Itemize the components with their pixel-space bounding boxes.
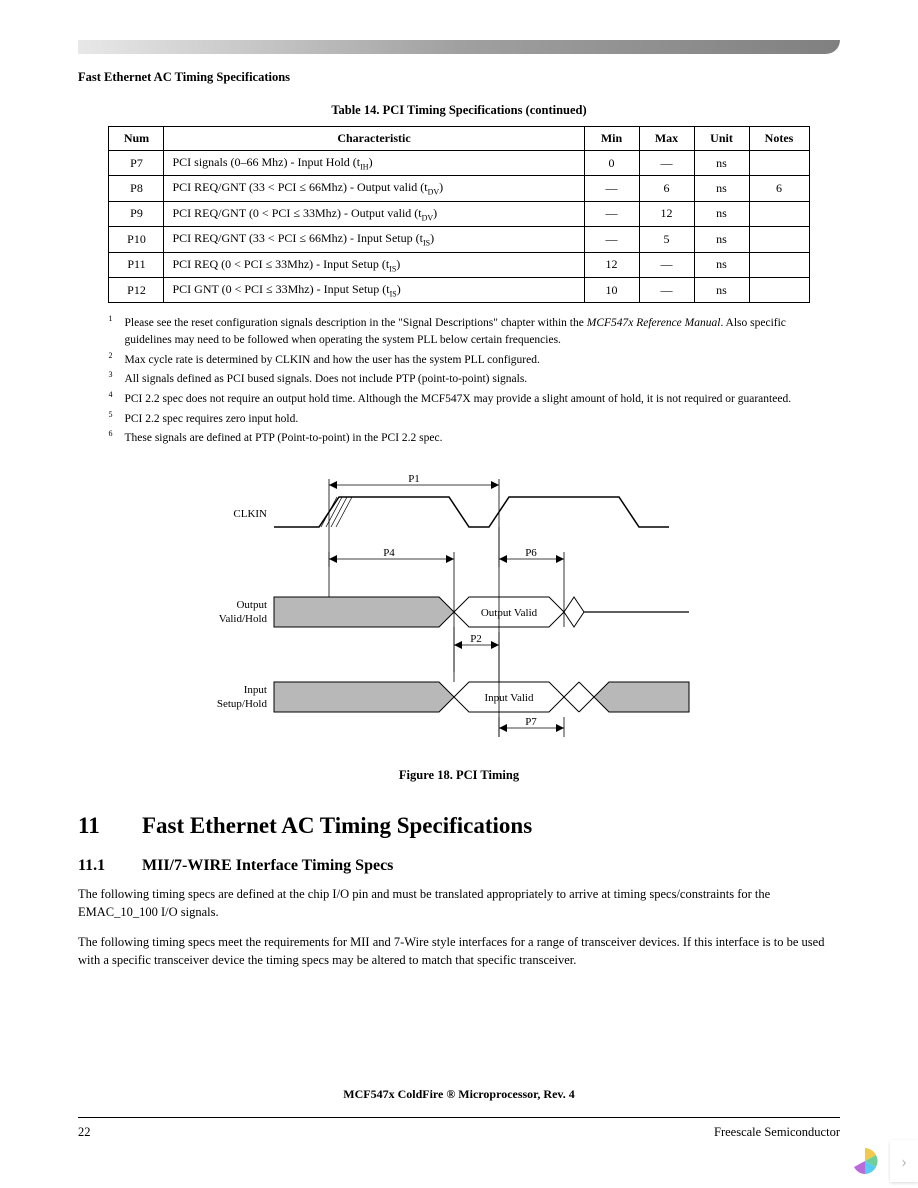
svg-text:CLKIN: CLKIN [233, 508, 267, 520]
cell-min: 10 [584, 277, 639, 302]
viewer-logo-icon [846, 1142, 884, 1180]
cell-notes [749, 227, 809, 252]
svg-text:Setup/Hold: Setup/Hold [217, 698, 268, 710]
cell-num: P7 [109, 151, 164, 176]
subsection-title: MII/7-WIRE Interface Timing Specs [142, 857, 393, 874]
svg-text:Output: Output [236, 599, 267, 611]
cell-num: P12 [109, 277, 164, 302]
cell-max: — [639, 252, 694, 277]
svg-text:P1: P1 [408, 473, 420, 485]
section-number: 11 [78, 813, 142, 839]
cell-max: 6 [639, 176, 694, 201]
col-notes: Notes [749, 127, 809, 151]
cell-characteristic: PCI signals (0–66 Mhz) - Input Hold (tIH… [164, 151, 584, 176]
cell-max: — [639, 277, 694, 302]
cell-num: P10 [109, 227, 164, 252]
vendor-name: Freescale Semiconductor [714, 1125, 840, 1140]
subsection-heading: 11.1MII/7-WIRE Interface Timing Specs [78, 857, 840, 875]
section-heading: 11Fast Ethernet AC Timing Specifications [78, 813, 840, 839]
cell-characteristic: PCI REQ/GNT (33 < PCI ≤ 66Mhz) - Input S… [164, 227, 584, 252]
header-gradient-bar [78, 40, 840, 54]
next-page-button[interactable]: › [890, 1140, 918, 1182]
table-row: P11PCI REQ (0 < PCI ≤ 33Mhz) - Input Set… [109, 252, 809, 277]
table-row: P9PCI REQ/GNT (0 < PCI ≤ 33Mhz) - Output… [109, 201, 809, 226]
cell-notes [749, 151, 809, 176]
col-num: Num [109, 127, 164, 151]
viewer-corner-widget: › [846, 1140, 918, 1182]
footnote: 1Please see the reset configuration sign… [108, 315, 809, 348]
body-para-2: The following timing specs meet the requ… [78, 933, 840, 969]
col-unit: Unit [694, 127, 749, 151]
cell-characteristic: PCI REQ/GNT (0 < PCI ≤ 33Mhz) - Output v… [164, 201, 584, 226]
page-number: 22 [78, 1125, 91, 1140]
cell-unit: ns [694, 151, 749, 176]
cell-max: — [639, 151, 694, 176]
svg-text:Input Valid: Input Valid [485, 692, 534, 704]
footnote: 2Max cycle rate is determined by CLKIN a… [108, 352, 809, 369]
footnote: 4PCI 2.2 spec does not require an output… [108, 391, 809, 408]
footnote: 5PCI 2.2 spec requires zero input hold. [108, 411, 809, 428]
svg-text:Valid/Hold: Valid/Hold [219, 613, 268, 625]
cell-max: 12 [639, 201, 694, 226]
table-row: P12PCI GNT (0 < PCI ≤ 33Mhz) - Input Set… [109, 277, 809, 302]
cell-max: 5 [639, 227, 694, 252]
svg-text:Input: Input [244, 684, 267, 696]
table-row: P8PCI REQ/GNT (33 < PCI ≤ 66Mhz) - Outpu… [109, 176, 809, 201]
cell-min: — [584, 201, 639, 226]
svg-text:P6: P6 [525, 547, 537, 559]
pci-timing-table: Num Characteristic Min Max Unit Notes P7… [108, 126, 809, 303]
table-header-row: Num Characteristic Min Max Unit Notes [109, 127, 809, 151]
footnotes-block: 1Please see the reset configuration sign… [108, 315, 809, 447]
footnote: 6These signals are defined at PTP (Point… [108, 430, 809, 447]
footer-rule [78, 1117, 840, 1118]
footer-center: MCF547x ColdFire ® Microprocessor, Rev. … [78, 1087, 840, 1102]
cell-notes [749, 277, 809, 302]
cell-unit: ns [694, 227, 749, 252]
cell-num: P8 [109, 176, 164, 201]
cell-unit: ns [694, 252, 749, 277]
cell-unit: ns [694, 277, 749, 302]
body-para-1: The following timing specs are defined a… [78, 885, 840, 921]
svg-text:P2: P2 [470, 633, 482, 645]
cell-characteristic: PCI REQ/GNT (33 < PCI ≤ 66Mhz) - Output … [164, 176, 584, 201]
cell-unit: ns [694, 176, 749, 201]
cell-num: P11 [109, 252, 164, 277]
table-row: P7PCI signals (0–66 Mhz) - Input Hold (t… [109, 151, 809, 176]
cell-notes [749, 252, 809, 277]
cell-min: — [584, 176, 639, 201]
svg-text:Output Valid: Output Valid [481, 607, 538, 619]
figure-caption: Figure 18. PCI Timing [78, 768, 840, 783]
subsection-number: 11.1 [78, 857, 142, 875]
running-header: Fast Ethernet AC Timing Specifications [78, 70, 840, 85]
cell-notes [749, 201, 809, 226]
cell-characteristic: PCI GNT (0 < PCI ≤ 33Mhz) - Input Setup … [164, 277, 584, 302]
cell-min: 0 [584, 151, 639, 176]
footnote: 3All signals defined as PCI bused signal… [108, 371, 809, 388]
table-row: P10PCI REQ/GNT (33 < PCI ≤ 66Mhz) - Inpu… [109, 227, 809, 252]
col-max: Max [639, 127, 694, 151]
cell-min: — [584, 227, 639, 252]
col-char: Characteristic [164, 127, 584, 151]
col-min: Min [584, 127, 639, 151]
cell-min: 12 [584, 252, 639, 277]
cell-notes: 6 [749, 176, 809, 201]
section-title: Fast Ethernet AC Timing Specifications [142, 813, 532, 838]
cell-unit: ns [694, 201, 749, 226]
cell-characteristic: PCI REQ (0 < PCI ≤ 33Mhz) - Input Setup … [164, 252, 584, 277]
svg-text:P7: P7 [525, 716, 537, 728]
timing-diagram: P1 CLKIN Output Valid/Hold Output Valid P4 P6 P… [78, 467, 840, 762]
cell-num: P9 [109, 201, 164, 226]
table-caption: Table 14. PCI Timing Specifications (con… [78, 103, 840, 118]
svg-text:P4: P4 [383, 547, 395, 559]
chevron-right-icon: › [901, 1151, 907, 1172]
